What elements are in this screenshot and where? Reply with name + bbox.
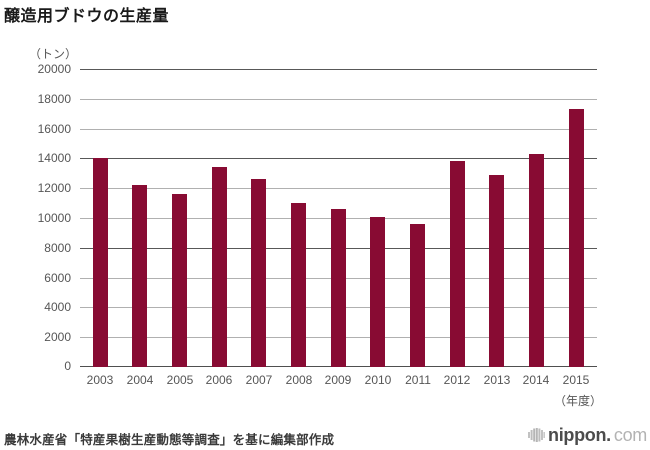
y-tick-label: 6000 xyxy=(44,271,71,285)
y-axis: 0 2000 4000 6000 8000 10000 12000 14000 16000 180… xyxy=(0,62,76,373)
x-tick-label-2011: 2011 xyxy=(405,373,431,387)
y-tick-label: 14000 xyxy=(37,151,71,165)
source-attribution: 農林水産省「特産果樹生産動態等調査」を基に編集部作成 xyxy=(4,433,335,447)
y-tick-label: 10000 xyxy=(37,211,71,225)
y-axis-unit-label: （トン） xyxy=(28,47,77,61)
y-tick-label: 2000 xyxy=(44,330,71,344)
x-tick-label-2012: 2012 xyxy=(443,373,471,387)
x-tick-label-2008: 2008 xyxy=(285,373,313,387)
y-tick-label: 0 xyxy=(64,359,71,373)
bar-2007 xyxy=(251,179,266,367)
chart-title: 醸造用ブドウの生産量 xyxy=(4,8,170,25)
x-tick-label-2014: 2014 xyxy=(522,373,550,387)
y-tick-label: 4000 xyxy=(44,300,71,314)
bar-2003 xyxy=(93,158,108,367)
y-tick-label: 20000 xyxy=(37,62,71,76)
x-axis-unit-note: （年度） xyxy=(553,394,602,408)
brand-name-bold: nippon. xyxy=(548,424,611,445)
x-tick-label-2006: 2006 xyxy=(205,373,233,387)
bar-2005 xyxy=(172,194,187,367)
plot-area: 2003 2004 2005 2006 2007 2008 2009 2010 2011 2012… xyxy=(80,69,602,408)
bar-2014 xyxy=(529,154,544,367)
bar-2010 xyxy=(370,217,385,367)
x-tick-label-2009: 2009 xyxy=(324,373,352,387)
bar-2012 xyxy=(450,161,465,367)
x-tick-label-2013: 2013 xyxy=(483,373,511,387)
y-tick-label: 12000 xyxy=(37,181,71,195)
x-tick-label-2003: 2003 xyxy=(86,373,114,387)
x-tick-label-2015: 2015 xyxy=(562,373,590,387)
x-tick-label-2010: 2010 xyxy=(364,373,392,387)
y-tick-label: 16000 xyxy=(37,122,71,136)
bar-2013 xyxy=(489,175,504,367)
gridline-16000 xyxy=(80,129,597,130)
nippon-logo: nippon. com xyxy=(528,424,647,446)
y-tick-label: 18000 xyxy=(37,92,71,106)
bar-2004 xyxy=(132,185,147,367)
gridline-20000 xyxy=(80,69,597,70)
gridline-14000 xyxy=(80,158,597,159)
gridline-18000 xyxy=(80,99,597,100)
brand-name-light: com xyxy=(613,424,647,445)
bar-2008 xyxy=(291,203,306,367)
bar-2006 xyxy=(212,167,227,367)
nippon-logo-icon xyxy=(528,427,545,443)
x-tick-label-2005: 2005 xyxy=(166,373,194,387)
bar-2011 xyxy=(410,224,425,367)
x-tick-label-2004: 2004 xyxy=(126,373,154,387)
bar-2009 xyxy=(331,209,346,367)
x-tick-label-2007: 2007 xyxy=(245,373,273,387)
gridline-12000 xyxy=(80,188,597,189)
bar-2015 xyxy=(569,109,584,367)
y-tick-label: 8000 xyxy=(44,241,71,255)
